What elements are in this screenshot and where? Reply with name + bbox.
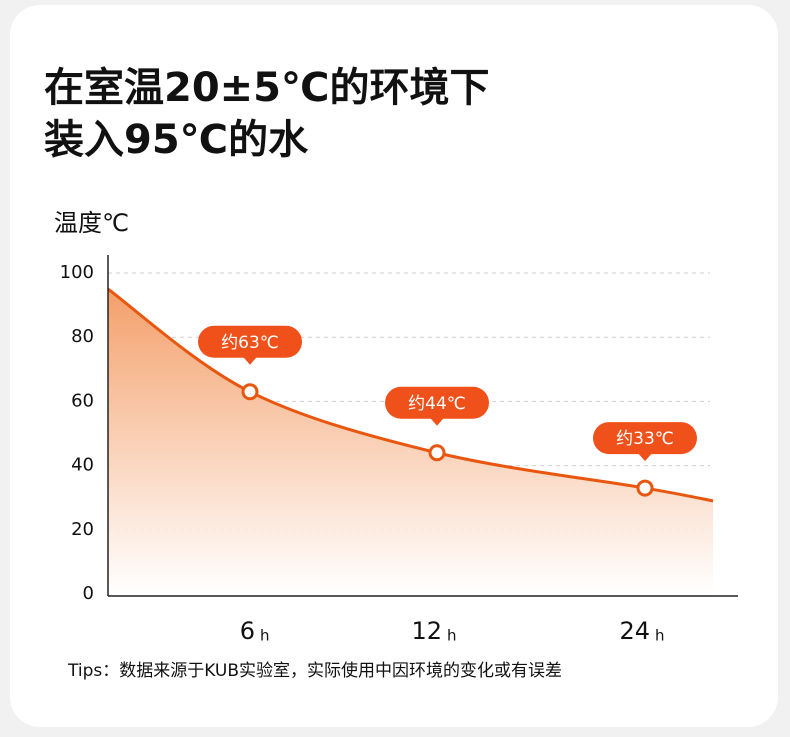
x-tick-label: 6 [240, 617, 255, 645]
chart-title: 装入95℃的水 [44, 117, 309, 163]
point [241, 383, 259, 401]
point [428, 444, 446, 462]
chart-title: 在室温20±5℃的环境下 [44, 65, 489, 111]
y-tick-label: 80 [71, 326, 94, 347]
value-label-bubble [593, 422, 697, 455]
x-tick-label: 24 [619, 617, 650, 645]
note: Tips：数据来源于KUB实验室，实际使用中因环境的变化或有误差 [67, 660, 562, 681]
x-tick-unit: h [655, 627, 665, 645]
value-label-pointer [638, 453, 652, 462]
point [636, 479, 654, 497]
y-tick-label: 20 [71, 519, 94, 540]
x-tick-unit: h [260, 627, 270, 645]
value-label-pointer [430, 417, 444, 426]
y-tick-label: 40 [71, 455, 94, 476]
value-label: 约63℃ [221, 333, 279, 353]
value-label-bubble [385, 386, 489, 419]
y-axis-label: 温度℃ [54, 209, 129, 237]
value-label: 约44℃ [408, 394, 466, 414]
area [108, 289, 713, 594]
y-tick-label: 0 [83, 583, 94, 604]
value-label-bubble [198, 325, 302, 358]
x-tick-unit: h [447, 627, 457, 645]
value-label-pointer [243, 356, 257, 365]
y-tick-label: 100 [60, 262, 94, 283]
y-tick-label: 60 [71, 390, 94, 411]
x-tick-label: 12 [411, 617, 442, 645]
value-label: 约33℃ [616, 429, 674, 449]
